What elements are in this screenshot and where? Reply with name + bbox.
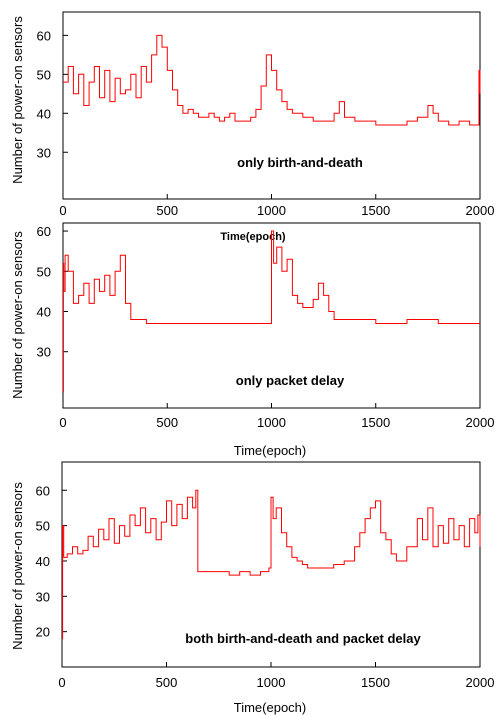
y-axis-label: Number of power-on sensors — [10, 16, 25, 184]
y-tick-label: 20 — [36, 625, 50, 640]
y-tick-label: 50 — [36, 519, 50, 534]
y-tick-label: 60 — [37, 28, 51, 43]
series-line — [62, 489, 481, 640]
chart-annotation: only birth-and-death — [237, 155, 363, 170]
x-tick-label: 1500 — [361, 415, 390, 430]
x-axis-label: Time(epoch) — [234, 443, 306, 458]
tick-group: 0 500 1000 1500 2000 30 40 50 60 — [37, 28, 495, 218]
y-tick-label: 60 — [36, 483, 50, 498]
x-tick-label: 0 — [58, 675, 65, 690]
y-tick-label: 50 — [37, 264, 51, 279]
chart-annotation: both birth-and-death and packet delay — [185, 631, 421, 646]
chart-annotation: only packet delay — [236, 373, 345, 388]
y-tick-label: 30 — [37, 345, 51, 360]
y-tick-label: 30 — [37, 145, 51, 160]
series-line — [62, 230, 480, 393]
panel-birth-death: Number of power-on sensors only birth-an… — [10, 11, 495, 243]
y-tick-label: 30 — [36, 589, 50, 604]
y-tick-label: 50 — [37, 67, 51, 82]
y-tick-label: 40 — [37, 106, 51, 121]
y-axis-label: Number of power-on sensors — [10, 231, 25, 399]
y-tick-label: 40 — [36, 554, 50, 569]
series-group — [62, 489, 481, 640]
x-axis-label: Time(epoch) — [234, 700, 306, 715]
x-tick-label: 0 — [59, 415, 66, 430]
series-line — [63, 34, 481, 126]
x-tick-label: 2000 — [466, 203, 495, 218]
y-tick-label: 40 — [37, 304, 51, 319]
panel-both: Number of power-on sensors both birth-an… — [10, 461, 495, 715]
plot-frame — [62, 11, 481, 200]
y-axis-label: Number of power-on sensors — [10, 482, 25, 650]
x-tick-label: 500 — [156, 203, 178, 218]
series-group — [62, 230, 480, 393]
x-tick-label: 1000 — [257, 415, 286, 430]
x-tick-label: 500 — [156, 415, 178, 430]
x-tick-label: 1000 — [257, 675, 286, 690]
series-group — [63, 34, 481, 126]
y-tick-label: 60 — [37, 224, 51, 239]
tick-group: 0 500 1000 1500 2000 30 40 50 60 — [37, 224, 495, 430]
x-tick-label: 1000 — [257, 203, 286, 218]
x-tick-label: 500 — [156, 675, 178, 690]
x-tick-label: 2000 — [466, 415, 495, 430]
x-tick-label: 2000 — [466, 675, 495, 690]
x-tick-label: 0 — [59, 203, 66, 218]
x-tick-label: 1500 — [361, 203, 390, 218]
tick-group: 0 500 1000 1500 2000 20 30 40 50 60 — [36, 483, 495, 690]
x-tick-label: 1500 — [361, 675, 390, 690]
panel-packet-delay: Number of power-on sensors only packet d… — [10, 222, 495, 458]
x-axis-label: Time(epoch) — [220, 231, 286, 243]
